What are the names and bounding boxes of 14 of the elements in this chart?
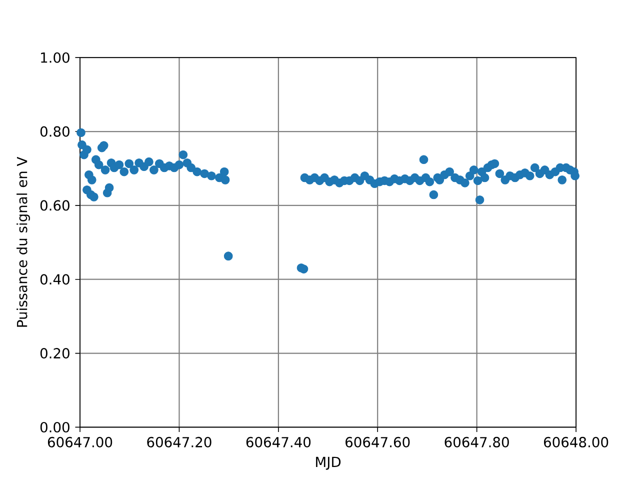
y-tick-label: 0.80 (40, 126, 70, 137)
y-axis-title: Puissance du signal en V (16, 156, 30, 327)
x-tick-label: 60648.00 (544, 436, 608, 448)
y-tick-label: 0.40 (40, 274, 70, 285)
y-tick-label: 0.20 (40, 348, 70, 359)
x-tick-label: 60647.20 (147, 436, 212, 448)
y-tick-label: 0.00 (40, 422, 70, 432)
x-tick-label: 60647.60 (346, 436, 410, 448)
y-tick-label: 0.60 (40, 200, 70, 211)
x-tick-label: 60647.80 (444, 436, 509, 448)
x-tick-label: 60647.00 (48, 436, 112, 448)
y-tick-label: 1.00 (41, 52, 70, 63)
x-tick-label: 60647.40 (246, 436, 311, 448)
x-axis-title: MJD (316, 456, 341, 470)
